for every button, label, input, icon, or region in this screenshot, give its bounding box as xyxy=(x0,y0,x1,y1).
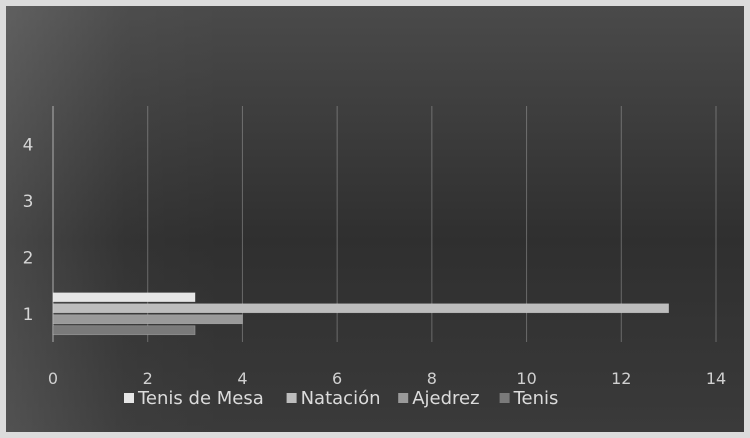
bar-tenis-1 xyxy=(52,325,196,336)
x-tick-label-0: 0 xyxy=(48,369,58,388)
x-tick-label-14: 14 xyxy=(706,369,726,388)
legend-swatch-tenis xyxy=(499,393,510,403)
bar-tenis-de-mesa-1 xyxy=(52,292,196,303)
y-tick-label-4: 4 xyxy=(23,135,34,155)
x-tick-label-10: 10 xyxy=(516,369,536,388)
bar-ajedrez-1 xyxy=(52,314,243,325)
legend-label-nataci-n: Natación xyxy=(301,388,381,409)
x-tick-label-12: 12 xyxy=(611,369,631,388)
legend-swatch-ajedrez xyxy=(398,393,409,403)
x-tick-label-2: 2 xyxy=(143,369,153,388)
bar-nataci-n-1 xyxy=(52,303,669,314)
y-tick-label-2: 2 xyxy=(23,248,34,268)
y-tick-label-3: 3 xyxy=(23,192,34,212)
legend-label-ajedrez: Ajedrez xyxy=(412,388,479,409)
x-tick-label-8: 8 xyxy=(427,369,437,388)
x-tick-label-4: 4 xyxy=(237,369,247,388)
y-tick-label-1: 1 xyxy=(23,305,34,325)
legend-label-tenis-de-mesa: Tenis de Mesa xyxy=(137,388,264,409)
legend-swatch-tenis-de-mesa xyxy=(124,393,134,403)
legend-swatch-nataci-n xyxy=(286,393,297,403)
legend-label-tenis: Tenis xyxy=(513,388,559,409)
x-tick-label-6: 6 xyxy=(332,369,342,388)
